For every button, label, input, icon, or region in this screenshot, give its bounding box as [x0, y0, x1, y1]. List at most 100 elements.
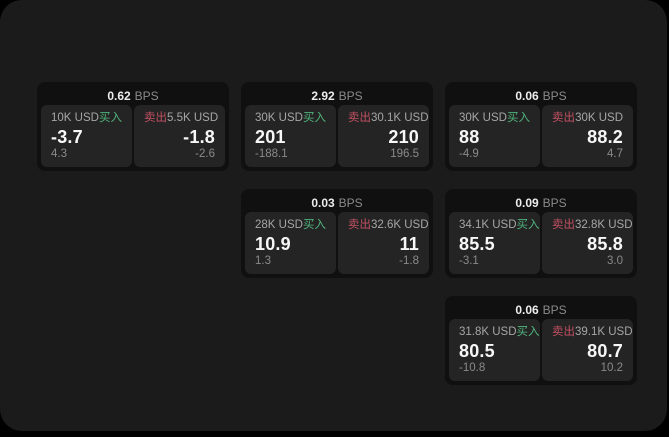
sell-quote-tile[interactable]: 卖出 39.1K USD 80.7 10.2 — [542, 319, 633, 381]
sell-quote-tile[interactable]: 卖出 5.5K USD -1.8 -2.6 — [134, 105, 225, 167]
bps-unit-label: BPS — [134, 88, 159, 103]
buy-quote-tile[interactable]: 30K USD 买入 88 -4.9 — [449, 105, 540, 167]
sell-quote-tile[interactable]: 卖出 30.1K USD 210 196.5 — [338, 105, 429, 167]
sell-notional: 30K USD — [575, 112, 623, 124]
bps-unit-label: BPS — [542, 88, 567, 103]
buy-label: 买入 — [303, 219, 326, 231]
buy-notional: 31.8K USD — [459, 326, 517, 338]
sell-change: -1.8 — [399, 254, 419, 267]
sell-label: 卖出 — [144, 112, 167, 124]
sell-price: 210 — [388, 126, 419, 147]
buy-label: 买入 — [99, 112, 122, 124]
bps-header: 0.03 BPS — [245, 193, 429, 212]
sell-label: 卖出 — [552, 326, 575, 338]
bps-value: 0.06 — [515, 302, 539, 317]
sell-tile-header: 卖出 5.5K USD — [144, 112, 219, 125]
sell-tile-header: 卖出 30K USD — [552, 112, 623, 125]
quote-card-body: 30K USD 买入 88 -4.9 卖出 30K USD 88.2 4.7 — [449, 105, 633, 167]
sell-notional: 39.1K USD — [575, 326, 633, 338]
buy-label: 买入 — [516, 219, 540, 231]
bps-value: 0.03 — [311, 195, 335, 210]
sell-change: 4.7 — [607, 147, 623, 160]
buy-tile-header: 10K USD 买入 — [51, 112, 122, 125]
buy-change: 4.3 — [51, 147, 67, 160]
buy-price: -3.7 — [51, 126, 83, 147]
sell-notional: 5.5K USD — [167, 112, 219, 124]
quote-card-4: 0.03 BPS 28K USD 买入 10.9 1.3 卖出 32.6K US… — [241, 189, 433, 278]
buy-price: 85.5 — [459, 233, 495, 254]
buy-quote-tile[interactable]: 34.1K USD 买入 85.5 -3.1 — [449, 212, 540, 274]
sell-price: 85.8 — [587, 233, 623, 254]
quote-card-1: 0.62 BPS 10K USD 买入 -3.7 4.3 卖出 5.5K USD — [37, 82, 229, 171]
buy-price: 10.9 — [255, 233, 291, 254]
bps-value: 0.09 — [515, 195, 539, 210]
buy-notional: 34.1K USD — [459, 219, 517, 231]
buy-price: 201 — [255, 126, 286, 147]
quote-card-2: 2.92 BPS 30K USD 买入 201 -188.1 卖出 30.1K … — [241, 82, 433, 171]
quote-card-body: 31.8K USD 买入 80.5 -10.8 卖出 39.1K USD 80.… — [449, 319, 633, 381]
sell-change: -2.6 — [195, 147, 215, 160]
buy-change: -10.8 — [459, 361, 486, 374]
sell-label: 卖出 — [348, 219, 371, 231]
bps-header: 0.09 BPS — [449, 193, 633, 212]
quote-card-6: 0.06 BPS 31.8K USD 买入 80.5 -10.8 卖出 39.1… — [445, 296, 637, 385]
buy-change: -3.1 — [459, 254, 479, 267]
sell-change: 3.0 — [607, 254, 623, 267]
sell-label: 卖出 — [348, 112, 371, 124]
buy-label: 买入 — [303, 112, 326, 124]
quote-card-body: 10K USD 买入 -3.7 4.3 卖出 5.5K USD -1.8 -2.… — [41, 105, 225, 167]
sell-tile-header: 卖出 39.1K USD — [552, 326, 633, 339]
buy-change: 1.3 — [255, 254, 271, 267]
buy-notional: 30K USD — [255, 112, 303, 124]
quote-card-body: 30K USD 买入 201 -188.1 卖出 30.1K USD 210 1… — [245, 105, 429, 167]
bps-value: 0.06 — [515, 88, 539, 103]
buy-price: 88 — [459, 126, 480, 147]
sell-price: 88.2 — [587, 126, 623, 147]
sell-tile-header: 卖出 30.1K USD — [348, 112, 429, 125]
bps-unit-label: BPS — [338, 88, 363, 103]
bps-unit-label: BPS — [542, 302, 567, 317]
quote-card-body: 34.1K USD 买入 85.5 -3.1 卖出 32.8K USD 85.8… — [449, 212, 633, 274]
buy-quote-tile[interactable]: 30K USD 买入 201 -188.1 — [245, 105, 336, 167]
sell-price: 11 — [399, 233, 419, 254]
buy-label: 买入 — [516, 326, 540, 338]
buy-notional: 10K USD — [51, 112, 99, 124]
buy-label: 买入 — [507, 112, 530, 124]
buy-change: -188.1 — [255, 147, 288, 160]
bps-header: 0.06 BPS — [449, 86, 633, 105]
sell-notional: 32.8K USD — [575, 219, 633, 231]
sell-price: -1.8 — [183, 126, 215, 147]
bps-header: 2.92 BPS — [245, 86, 429, 105]
quote-card-body: 28K USD 买入 10.9 1.3 卖出 32.6K USD 11 -1.8 — [245, 212, 429, 274]
buy-tile-header: 30K USD 买入 — [255, 112, 326, 125]
buy-tile-header: 31.8K USD 买入 — [459, 326, 540, 339]
sell-price: 80.7 — [587, 340, 623, 361]
buy-quote-tile[interactable]: 28K USD 买入 10.9 1.3 — [245, 212, 336, 274]
bps-unit-label: BPS — [338, 195, 363, 210]
sell-notional: 32.6K USD — [371, 219, 429, 231]
buy-notional: 28K USD — [255, 219, 303, 231]
bps-value: 2.92 — [311, 88, 335, 103]
buy-price: 80.5 — [459, 340, 495, 361]
sell-tile-header: 卖出 32.8K USD — [552, 219, 633, 232]
buy-notional: 30K USD — [459, 112, 507, 124]
sell-quote-tile[interactable]: 卖出 30K USD 88.2 4.7 — [542, 105, 633, 167]
bps-header: 0.62 BPS — [41, 86, 225, 105]
buy-quote-tile[interactable]: 31.8K USD 买入 80.5 -10.8 — [449, 319, 540, 381]
buy-tile-header: 30K USD 买入 — [459, 112, 530, 125]
buy-change: -4.9 — [459, 147, 479, 160]
sell-quote-tile[interactable]: 卖出 32.6K USD 11 -1.8 — [338, 212, 429, 274]
sell-tile-header: 卖出 32.6K USD — [348, 219, 429, 232]
bps-unit-label: BPS — [542, 195, 567, 210]
sell-label: 卖出 — [552, 219, 575, 231]
quote-card-5: 0.09 BPS 34.1K USD 买入 85.5 -3.1 卖出 32.8K… — [445, 189, 637, 278]
buy-tile-header: 28K USD 买入 — [255, 219, 326, 232]
buy-quote-tile[interactable]: 10K USD 买入 -3.7 4.3 — [41, 105, 132, 167]
bps-header: 0.06 BPS — [449, 300, 633, 319]
quote-card-3: 0.06 BPS 30K USD 买入 88 -4.9 卖出 30K USD — [445, 82, 637, 171]
sell-quote-tile[interactable]: 卖出 32.8K USD 85.8 3.0 — [542, 212, 633, 274]
sell-notional: 30.1K USD — [371, 112, 429, 124]
bps-value: 0.62 — [107, 88, 131, 103]
quote-card-grid: 0.62 BPS 10K USD 买入 -3.7 4.3 卖出 5.5K USD — [37, 82, 637, 385]
